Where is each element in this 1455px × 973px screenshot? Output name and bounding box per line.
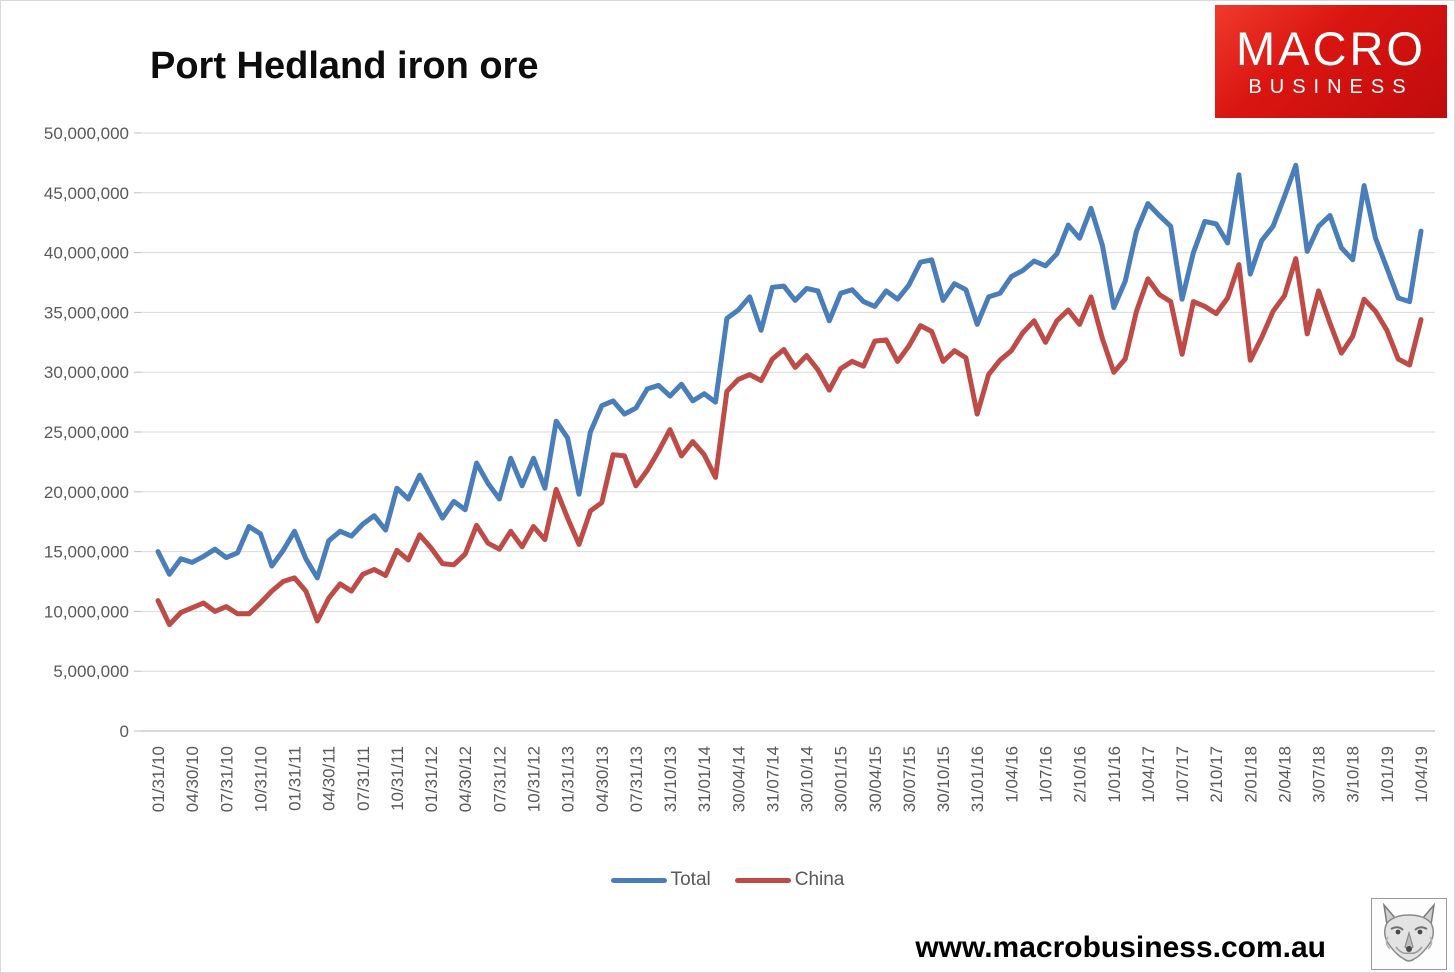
macrobusiness-logo: MACRO BUSINESS bbox=[1215, 5, 1447, 118]
x-axis-tick-label: 2/10/17 bbox=[1207, 746, 1226, 803]
x-axis-tick-label: 07/31/13 bbox=[627, 746, 646, 812]
x-axis-tick-label: 07/31/11 bbox=[354, 746, 373, 811]
macrobusiness-logo-line2: BUSINESS bbox=[1248, 75, 1414, 98]
legend-item-total: Total bbox=[610, 869, 711, 891]
x-axis-tick-label: 04/30/11 bbox=[320, 746, 339, 811]
x-axis-tick-label: 04/30/12 bbox=[456, 746, 475, 812]
x-axis-tick-label: 1/04/19 bbox=[1412, 746, 1431, 803]
y-axis-tick-label: 15,000,000 bbox=[44, 543, 129, 562]
x-axis-tick-label: 31/10/13 bbox=[661, 746, 680, 812]
y-axis-tick-label: 50,000,000 bbox=[44, 124, 129, 143]
y-axis-tick-label: 5,000,000 bbox=[53, 662, 129, 681]
x-axis-tick-label: 1/01/16 bbox=[1105, 746, 1124, 803]
x-axis-tick-label: 30/10/14 bbox=[798, 746, 817, 812]
x-axis-tick-label: 1/01/19 bbox=[1378, 746, 1397, 803]
x-axis-tick-label: 01/31/13 bbox=[559, 746, 578, 812]
x-axis-tick-label: 31/01/16 bbox=[968, 746, 987, 812]
chart-canvas: 50,000,000 45,000,000 40,000,000 35,000,000… bbox=[44, 124, 1435, 812]
chart-legend: Total China bbox=[1, 869, 1454, 891]
x-axis-tick-label: 07/31/12 bbox=[490, 746, 509, 812]
y-axis-tick-label: 10,000,000 bbox=[44, 602, 129, 621]
x-axis-tick-label: 10/31/11 bbox=[388, 746, 407, 811]
y-axis-tick-label: 30,000,000 bbox=[44, 363, 129, 382]
x-axis-tick-label: 01/31/12 bbox=[422, 746, 441, 812]
page-title: Port Hedland iron ore bbox=[150, 45, 539, 87]
x-axis-tick-label: 30/10/15 bbox=[934, 746, 953, 812]
x-axis-tick-label: 30/01/15 bbox=[832, 746, 851, 812]
y-axis-tick-label: 0 bbox=[120, 722, 129, 741]
x-axis-tick-label: 1/07/17 bbox=[1173, 746, 1192, 803]
x-axis-tick-label: 10/31/10 bbox=[251, 746, 270, 812]
y-axis-tick-label: 35,000,000 bbox=[44, 303, 129, 322]
x-axis-tick-label: 04/30/10 bbox=[183, 746, 202, 812]
legend-label-china: China bbox=[794, 869, 845, 890]
series-line-china bbox=[155, 256, 1424, 628]
x-axis-tick-label: 1/04/16 bbox=[1002, 746, 1021, 803]
y-axis-tick-label: 45,000,000 bbox=[44, 184, 129, 203]
x-axis-tick-label: 2/01/18 bbox=[1241, 746, 1260, 803]
y-axis-tick-label: 20,000,000 bbox=[44, 483, 129, 502]
macrobusiness-logo-line1: MACRO bbox=[1236, 21, 1426, 75]
x-axis-tick-label: 04/30/13 bbox=[593, 746, 612, 812]
website-url: www.macrobusiness.com.au bbox=[915, 931, 1326, 964]
x-axis-tick-label: 2/04/18 bbox=[1275, 746, 1294, 803]
x-axis-tick-label: 07/31/10 bbox=[217, 746, 236, 812]
x-axis-tick-label: 3/07/18 bbox=[1310, 746, 1329, 803]
x-axis-tick-label: 31/07/14 bbox=[763, 746, 782, 812]
legend-item-china: China bbox=[734, 869, 845, 891]
x-axis-tick-label: 10/31/12 bbox=[524, 746, 543, 812]
x-axis-tick-label: 01/31/11 bbox=[286, 746, 305, 811]
fox-head-icon bbox=[1382, 903, 1436, 962]
x-axis-tick-label: 31/01/14 bbox=[695, 746, 714, 812]
x-axis-tick-label: 2/10/16 bbox=[1071, 746, 1090, 803]
x-axis-tick-label: 1/04/17 bbox=[1139, 746, 1158, 803]
x-axis-tick-label: 30/04/15 bbox=[866, 746, 885, 812]
y-axis-tick-label: 40,000,000 bbox=[44, 244, 129, 263]
x-axis-tick-label: 30/04/14 bbox=[729, 746, 748, 812]
x-axis-tick-label: 3/10/18 bbox=[1344, 746, 1363, 803]
china-line-swatch bbox=[734, 877, 791, 883]
x-axis-tick-label: 1/07/16 bbox=[1037, 746, 1056, 803]
legend-label-total: Total bbox=[670, 869, 711, 890]
x-axis-tick-label: 30/07/15 bbox=[900, 746, 919, 812]
series-line-total bbox=[155, 162, 1424, 581]
fox-logo-box bbox=[1371, 898, 1447, 970]
total-line-swatch bbox=[610, 877, 667, 883]
x-axis-tick-label: 01/31/10 bbox=[149, 746, 168, 812]
y-axis-tick-label: 25,000,000 bbox=[44, 423, 129, 442]
